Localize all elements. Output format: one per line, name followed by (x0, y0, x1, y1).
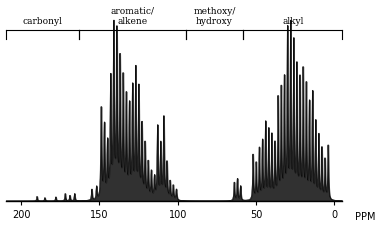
Text: PPM: PPM (356, 212, 376, 222)
Text: carbonyl: carbonyl (22, 17, 62, 26)
Text: aromatic/
alkene: aromatic/ alkene (110, 7, 154, 26)
Text: alkyl: alkyl (282, 17, 303, 26)
Text: methoxy/
hydroxy: methoxy/ hydroxy (193, 7, 236, 26)
